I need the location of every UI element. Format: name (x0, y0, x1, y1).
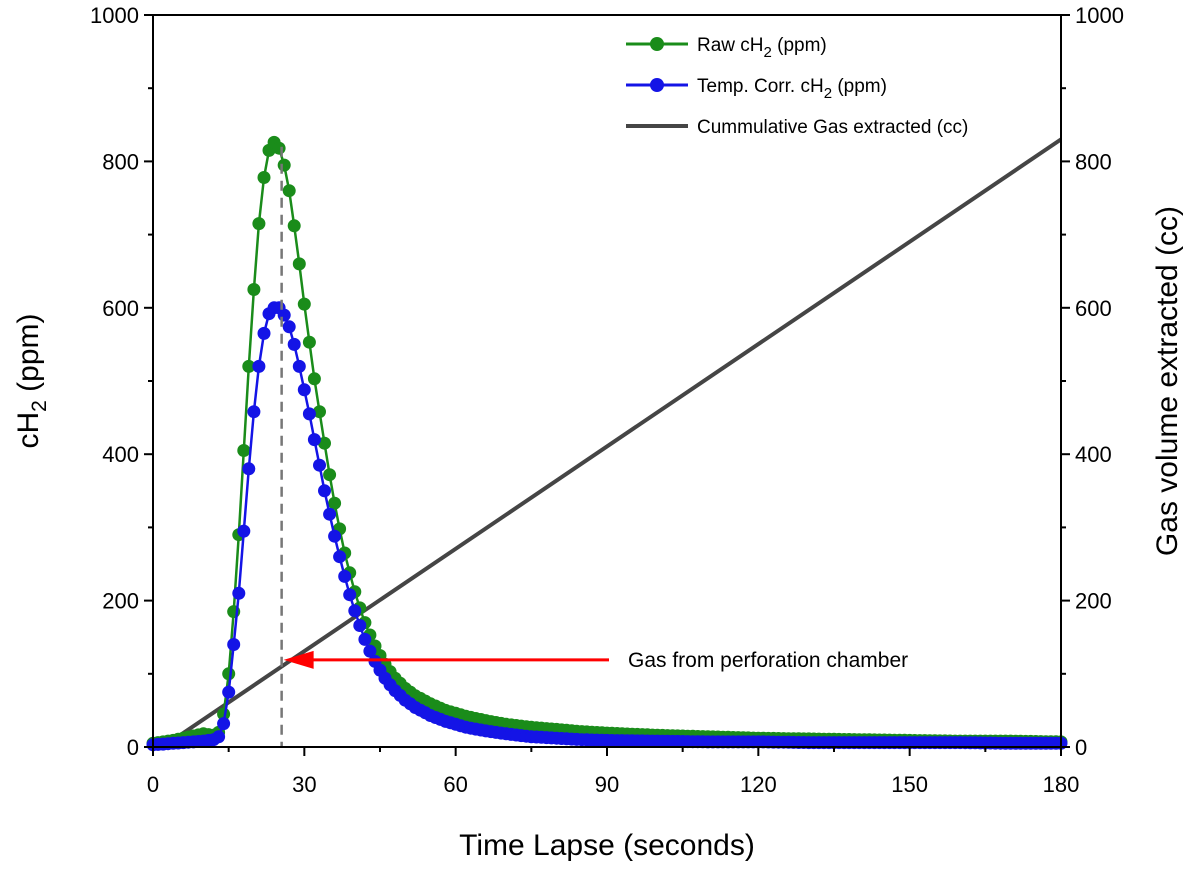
y-axis-left-title: cH2 (ppm) (12, 313, 51, 448)
legend: Raw cH2 (ppm) Temp. Corr. cH2 (ppm) Cummul… (626, 35, 968, 138)
series-line-cumulative-gas (152, 137, 1063, 749)
y-axis-right-title: Gas volume extracted (cc) (1151, 206, 1184, 556)
data-point-raw-ch2 (313, 405, 326, 419)
data-point-raw-ch2 (307, 372, 321, 386)
data-point-temp-corr-ch2 (343, 588, 357, 602)
y-right-tick-label: 400 (1075, 442, 1112, 467)
legend-swatch-marker (650, 78, 664, 92)
data-point-raw-ch2 (328, 496, 342, 510)
data-point-temp-corr-ch2 (227, 638, 241, 651)
y-left-tick-label: 400 (102, 442, 139, 467)
legend-label: Temp. Corr. cH2 (ppm) (697, 76, 887, 102)
data-point-temp-corr-ch2 (252, 359, 266, 373)
data-point-temp-corr-ch2 (338, 569, 352, 583)
x-axis-title: Time Lapse (seconds) (459, 829, 755, 862)
legend-swatch-marker (650, 37, 664, 51)
y-right-tick-label: 600 (1075, 296, 1112, 321)
data-point-raw-ch2 (242, 359, 256, 373)
x-tick-label: 30 (292, 772, 316, 797)
data-point-temp-corr-ch2 (292, 359, 306, 373)
y-left-tick-label: 800 (102, 149, 139, 174)
data-point-raw-ch2 (247, 283, 261, 296)
data-point-temp-corr-ch2 (247, 405, 261, 419)
series-line-temp-corr-ch2 (152, 306, 1061, 747)
data-point-temp-corr-ch2 (282, 320, 296, 334)
data-point-temp-corr-ch2 (348, 604, 362, 618)
axis-layer: 0 30 60 90 120 150 180 0 200 400 600 800 1000 0 200 400… (90, 3, 1124, 797)
series-layer (146, 135, 1068, 752)
data-point-raw-ch2 (323, 468, 337, 482)
data-point-raw-ch2 (287, 219, 301, 233)
data-point-raw-ch2 (277, 158, 291, 172)
y-right-tick-label: 0 (1075, 735, 1087, 760)
data-point-temp-corr-ch2 (313, 458, 326, 472)
data-point-temp-corr-ch2 (307, 433, 321, 447)
data-point-temp-corr-ch2 (287, 337, 301, 351)
y-right-tick-label: 800 (1075, 149, 1112, 174)
series-markers-temp-corr-ch2 (146, 301, 1068, 752)
data-point-raw-ch2 (252, 217, 266, 231)
data-point-temp-corr-ch2 (237, 524, 251, 538)
data-point-temp-corr-ch2 (277, 308, 291, 322)
data-point-temp-corr-ch2 (353, 619, 367, 632)
data-point-raw-ch2 (222, 667, 236, 681)
data-point-temp-corr-ch2 (232, 586, 246, 600)
y-left-tick-label: 200 (102, 589, 139, 614)
legend-label: Raw cH2 (ppm) (697, 35, 827, 61)
x-tick-label: 90 (595, 772, 619, 797)
y-left-tick-label: 0 (127, 735, 139, 760)
data-point-temp-corr-ch2 (212, 730, 226, 744)
annotation-layer: Gas from perforation chamber (280, 146, 908, 747)
data-point-raw-ch2 (282, 184, 296, 198)
data-point-temp-corr-ch2 (323, 507, 337, 521)
data-point-raw-ch2 (257, 171, 271, 184)
annotation-arrow-head (283, 650, 314, 669)
data-point-raw-ch2 (302, 335, 316, 349)
data-point-temp-corr-ch2 (328, 529, 342, 543)
x-tick-label: 120 (740, 772, 777, 797)
data-point-raw-ch2 (318, 436, 331, 450)
x-tick-label: 150 (891, 772, 928, 797)
annotation-label: Gas from perforation chamber (628, 649, 908, 672)
data-point-temp-corr-ch2 (257, 326, 271, 340)
data-point-temp-corr-ch2 (217, 717, 231, 731)
data-point-temp-corr-ch2 (297, 383, 311, 397)
data-point-temp-corr-ch2 (302, 407, 316, 421)
data-point-temp-corr-ch2 (333, 550, 347, 564)
data-point-temp-corr-ch2 (358, 632, 372, 646)
data-point-raw-ch2 (292, 257, 306, 271)
y-right-tick-label: 1000 (1075, 3, 1124, 28)
x-tick-label: 0 (147, 772, 159, 797)
y-left-tick-label: 1000 (90, 3, 139, 28)
data-point-temp-corr-ch2 (363, 644, 377, 658)
y-left-tick-label: 600 (102, 296, 139, 321)
x-tick-label: 180 (1043, 772, 1080, 797)
data-point-raw-ch2 (237, 444, 251, 457)
x-tick-label: 60 (443, 772, 467, 797)
data-point-raw-ch2 (297, 297, 311, 311)
data-point-raw-ch2 (272, 141, 286, 155)
legend-label: Cummulative Gas extracted (cc) (697, 117, 968, 138)
data-point-temp-corr-ch2 (222, 685, 236, 699)
data-point-temp-corr-ch2 (318, 484, 331, 498)
data-point-temp-corr-ch2 (242, 462, 256, 476)
y-right-tick-label: 200 (1075, 589, 1112, 614)
